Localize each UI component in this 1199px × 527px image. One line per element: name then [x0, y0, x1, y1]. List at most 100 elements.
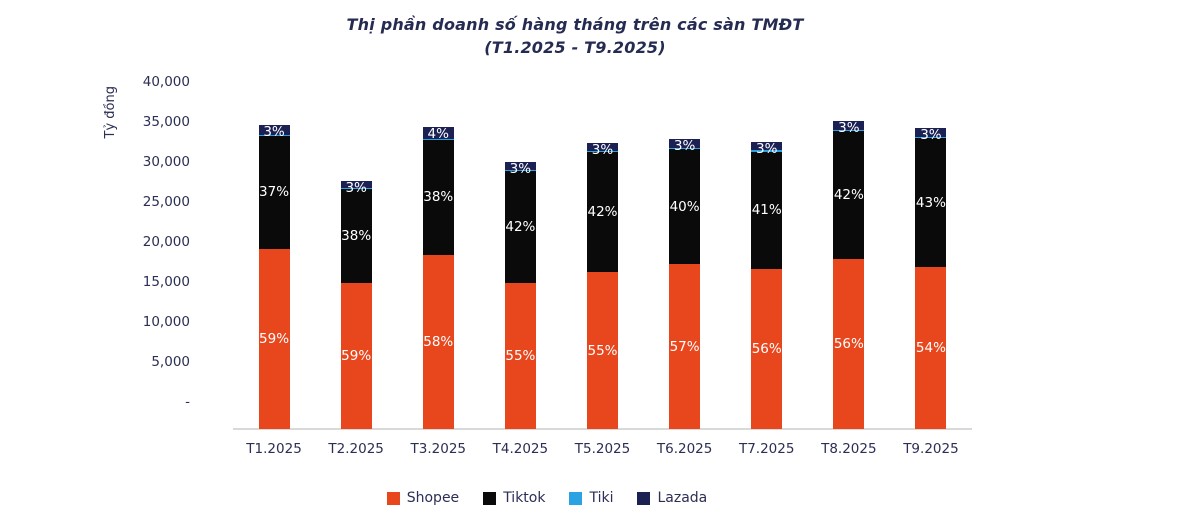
value-label-shopee-T5.2025: 55%	[587, 342, 618, 359]
segment-tiki-T3.2025	[422, 139, 454, 141]
segment-shopee-T6.2025: 57%	[669, 264, 701, 429]
segment-lazada-T1.2025: 3%	[258, 124, 290, 140]
x-tick-label-T6.2025: T6.2025	[656, 441, 713, 457]
segment-shopee-T7.2025: 56%	[751, 268, 783, 429]
segment-tiki-T8.2025	[833, 130, 865, 132]
x-tick-label-T3.2025: T3.2025	[410, 441, 466, 457]
legend-swatch-tiki	[569, 491, 583, 505]
stacked-bar-T8.2025: 3% 42% 56%	[833, 120, 865, 429]
segment-shopee-T8.2025: 56%	[833, 258, 865, 429]
legend-label-tiki: Tiki	[589, 490, 614, 506]
y-tick-label: 15,000	[142, 274, 190, 290]
chart-title-block: Thị phần doanh số hàng tháng trên các sà…	[0, 13, 1150, 59]
x-tick-label-T7.2025: T7.2025	[738, 441, 795, 457]
segment-tiki-T7.2025	[751, 150, 783, 152]
segment-lazada-T2.2025: 3%	[340, 180, 372, 196]
segment-lazada-T5.2025: 3%	[587, 142, 618, 158]
segment-lazada-T7.2025: 3%	[751, 141, 783, 157]
value-label-lazada-T4.2025: 3%	[509, 160, 532, 177]
value-label-tiktok-T7.2025: 41%	[751, 202, 782, 219]
stacked-bar-T9.2025: 3% 43% 54%	[915, 127, 947, 429]
segment-tiktok-T2.2025: 38%	[340, 189, 372, 284]
segment-tiktok-T3.2025: 38%	[422, 140, 454, 255]
value-label-lazada-T6.2025: 3%	[673, 138, 696, 155]
y-tick-label: 30,000	[142, 154, 190, 170]
segment-tiki-T6.2025	[669, 147, 701, 150]
value-label-lazada-T1.2025: 3%	[263, 124, 285, 141]
segment-tiki-T2.2025	[340, 188, 372, 190]
segment-lazada-T4.2025: 3%	[504, 161, 536, 177]
segment-tiktok-T6.2025: 40%	[669, 149, 701, 265]
value-label-shopee-T1.2025: 59%	[259, 330, 290, 347]
value-label-shopee-T8.2025: 56%	[833, 335, 864, 352]
stacked-bar-T4.2025: 3% 42% 55%	[504, 161, 536, 429]
value-label-tiktok-T2.2025: 38%	[341, 228, 372, 245]
segment-lazada-T3.2025: 4%	[422, 126, 454, 142]
legend-item-shopee: Shopee	[386, 490, 460, 506]
y-tick-label: -	[185, 394, 190, 410]
value-label-shopee-T9.2025: 54%	[915, 340, 946, 357]
y-tick-label: 25,000	[142, 194, 190, 210]
value-label-lazada-T7.2025: 3%	[756, 140, 778, 157]
segment-lazada-T6.2025: 3%	[669, 138, 701, 154]
segment-tiktok-T9.2025: 43%	[915, 138, 947, 268]
stacked-bar-T5.2025: 3% 42% 55%	[587, 142, 618, 429]
segment-tiktok-T7.2025: 41%	[751, 151, 783, 269]
chart-title: Thị phần doanh số hàng tháng trên các sà…	[346, 15, 804, 34]
segment-shopee-T9.2025: 54%	[915, 267, 947, 429]
legend: Shopee Tiktok Tiki Lazada	[0, 487, 1094, 509]
y-tick-label: 5,000	[151, 354, 190, 370]
segment-tiktok-T5.2025: 42%	[587, 152, 618, 273]
value-label-shopee-T4.2025: 55%	[505, 347, 536, 364]
y-tick-label: 40,000	[142, 74, 190, 90]
segment-shopee-T1.2025: 59%	[258, 248, 290, 429]
x-axis-line	[233, 428, 972, 430]
value-label-tiktok-T9.2025: 43%	[915, 194, 946, 211]
segment-lazada-T8.2025: 3%	[833, 120, 865, 136]
segment-shopee-T3.2025: 58%	[422, 254, 454, 429]
legend-swatch-shopee	[386, 491, 400, 505]
x-tick-label-T5.2025: T5.2025	[574, 441, 631, 457]
segment-tiki-T4.2025	[504, 169, 536, 171]
legend-item-lazada: Lazada	[637, 490, 707, 506]
value-label-tiktok-T3.2025: 38%	[423, 189, 454, 206]
x-tick-label-T4.2025: T4.2025	[492, 441, 549, 457]
stacked-bar-T3.2025: 4% 38% 58%	[422, 126, 454, 429]
x-tick-label-T1.2025: T1.2025	[246, 441, 302, 457]
value-label-lazada-T8.2025: 3%	[838, 120, 860, 137]
value-label-shopee-T6.2025: 57%	[669, 338, 700, 355]
value-label-lazada-T2.2025: 3%	[345, 179, 367, 196]
value-label-lazada-T3.2025: 4%	[427, 126, 449, 143]
value-label-lazada-T9.2025: 3%	[920, 126, 942, 143]
segment-tiktok-T8.2025: 42%	[833, 131, 865, 259]
segment-lazada-T9.2025: 3%	[915, 127, 947, 143]
value-label-tiktok-T4.2025: 42%	[505, 218, 536, 235]
segment-shopee-T5.2025: 55%	[587, 272, 618, 429]
y-tick-label: 35,000	[142, 114, 190, 130]
segment-shopee-T4.2025: 55%	[504, 282, 536, 429]
legend-label-shopee: Shopee	[406, 490, 460, 506]
value-label-shopee-T7.2025: 56%	[751, 340, 782, 357]
legend-item-tiki: Tiki	[569, 490, 613, 506]
segment-tiktok-T1.2025: 37%	[258, 135, 290, 249]
segment-shopee-T2.2025: 59%	[340, 283, 372, 429]
value-label-tiktok-T8.2025: 42%	[833, 187, 864, 204]
segment-tiki-T5.2025	[587, 151, 618, 153]
stacked-bar-T1.2025: 3% 37% 59%	[258, 124, 290, 429]
value-label-tiktok-T5.2025: 42%	[587, 204, 618, 221]
x-tick-label-T8.2025: T8.2025	[821, 441, 877, 457]
segment-tiktok-T4.2025: 42%	[504, 170, 536, 283]
segment-tiki-T1.2025	[258, 134, 290, 136]
chart-subtitle: (T1.2025 - T9.2025)	[484, 38, 666, 57]
segment-tiki-T9.2025	[915, 136, 947, 139]
y-tick-label: 20,000	[142, 234, 190, 250]
x-tick-label-T9.2025: T9.2025	[903, 441, 959, 457]
value-label-tiktok-T6.2025: 40%	[669, 198, 700, 215]
legend-label-lazada: Lazada	[657, 490, 708, 506]
legend-swatch-lazada	[637, 491, 651, 505]
legend-label-tiktok: Tiktok	[503, 490, 546, 506]
value-label-shopee-T3.2025: 58%	[423, 333, 454, 350]
stacked-bar-T7.2025: 3% 41% 56%	[751, 141, 783, 429]
stacked-bar-T2.2025: 3% 38% 59%	[340, 180, 372, 429]
